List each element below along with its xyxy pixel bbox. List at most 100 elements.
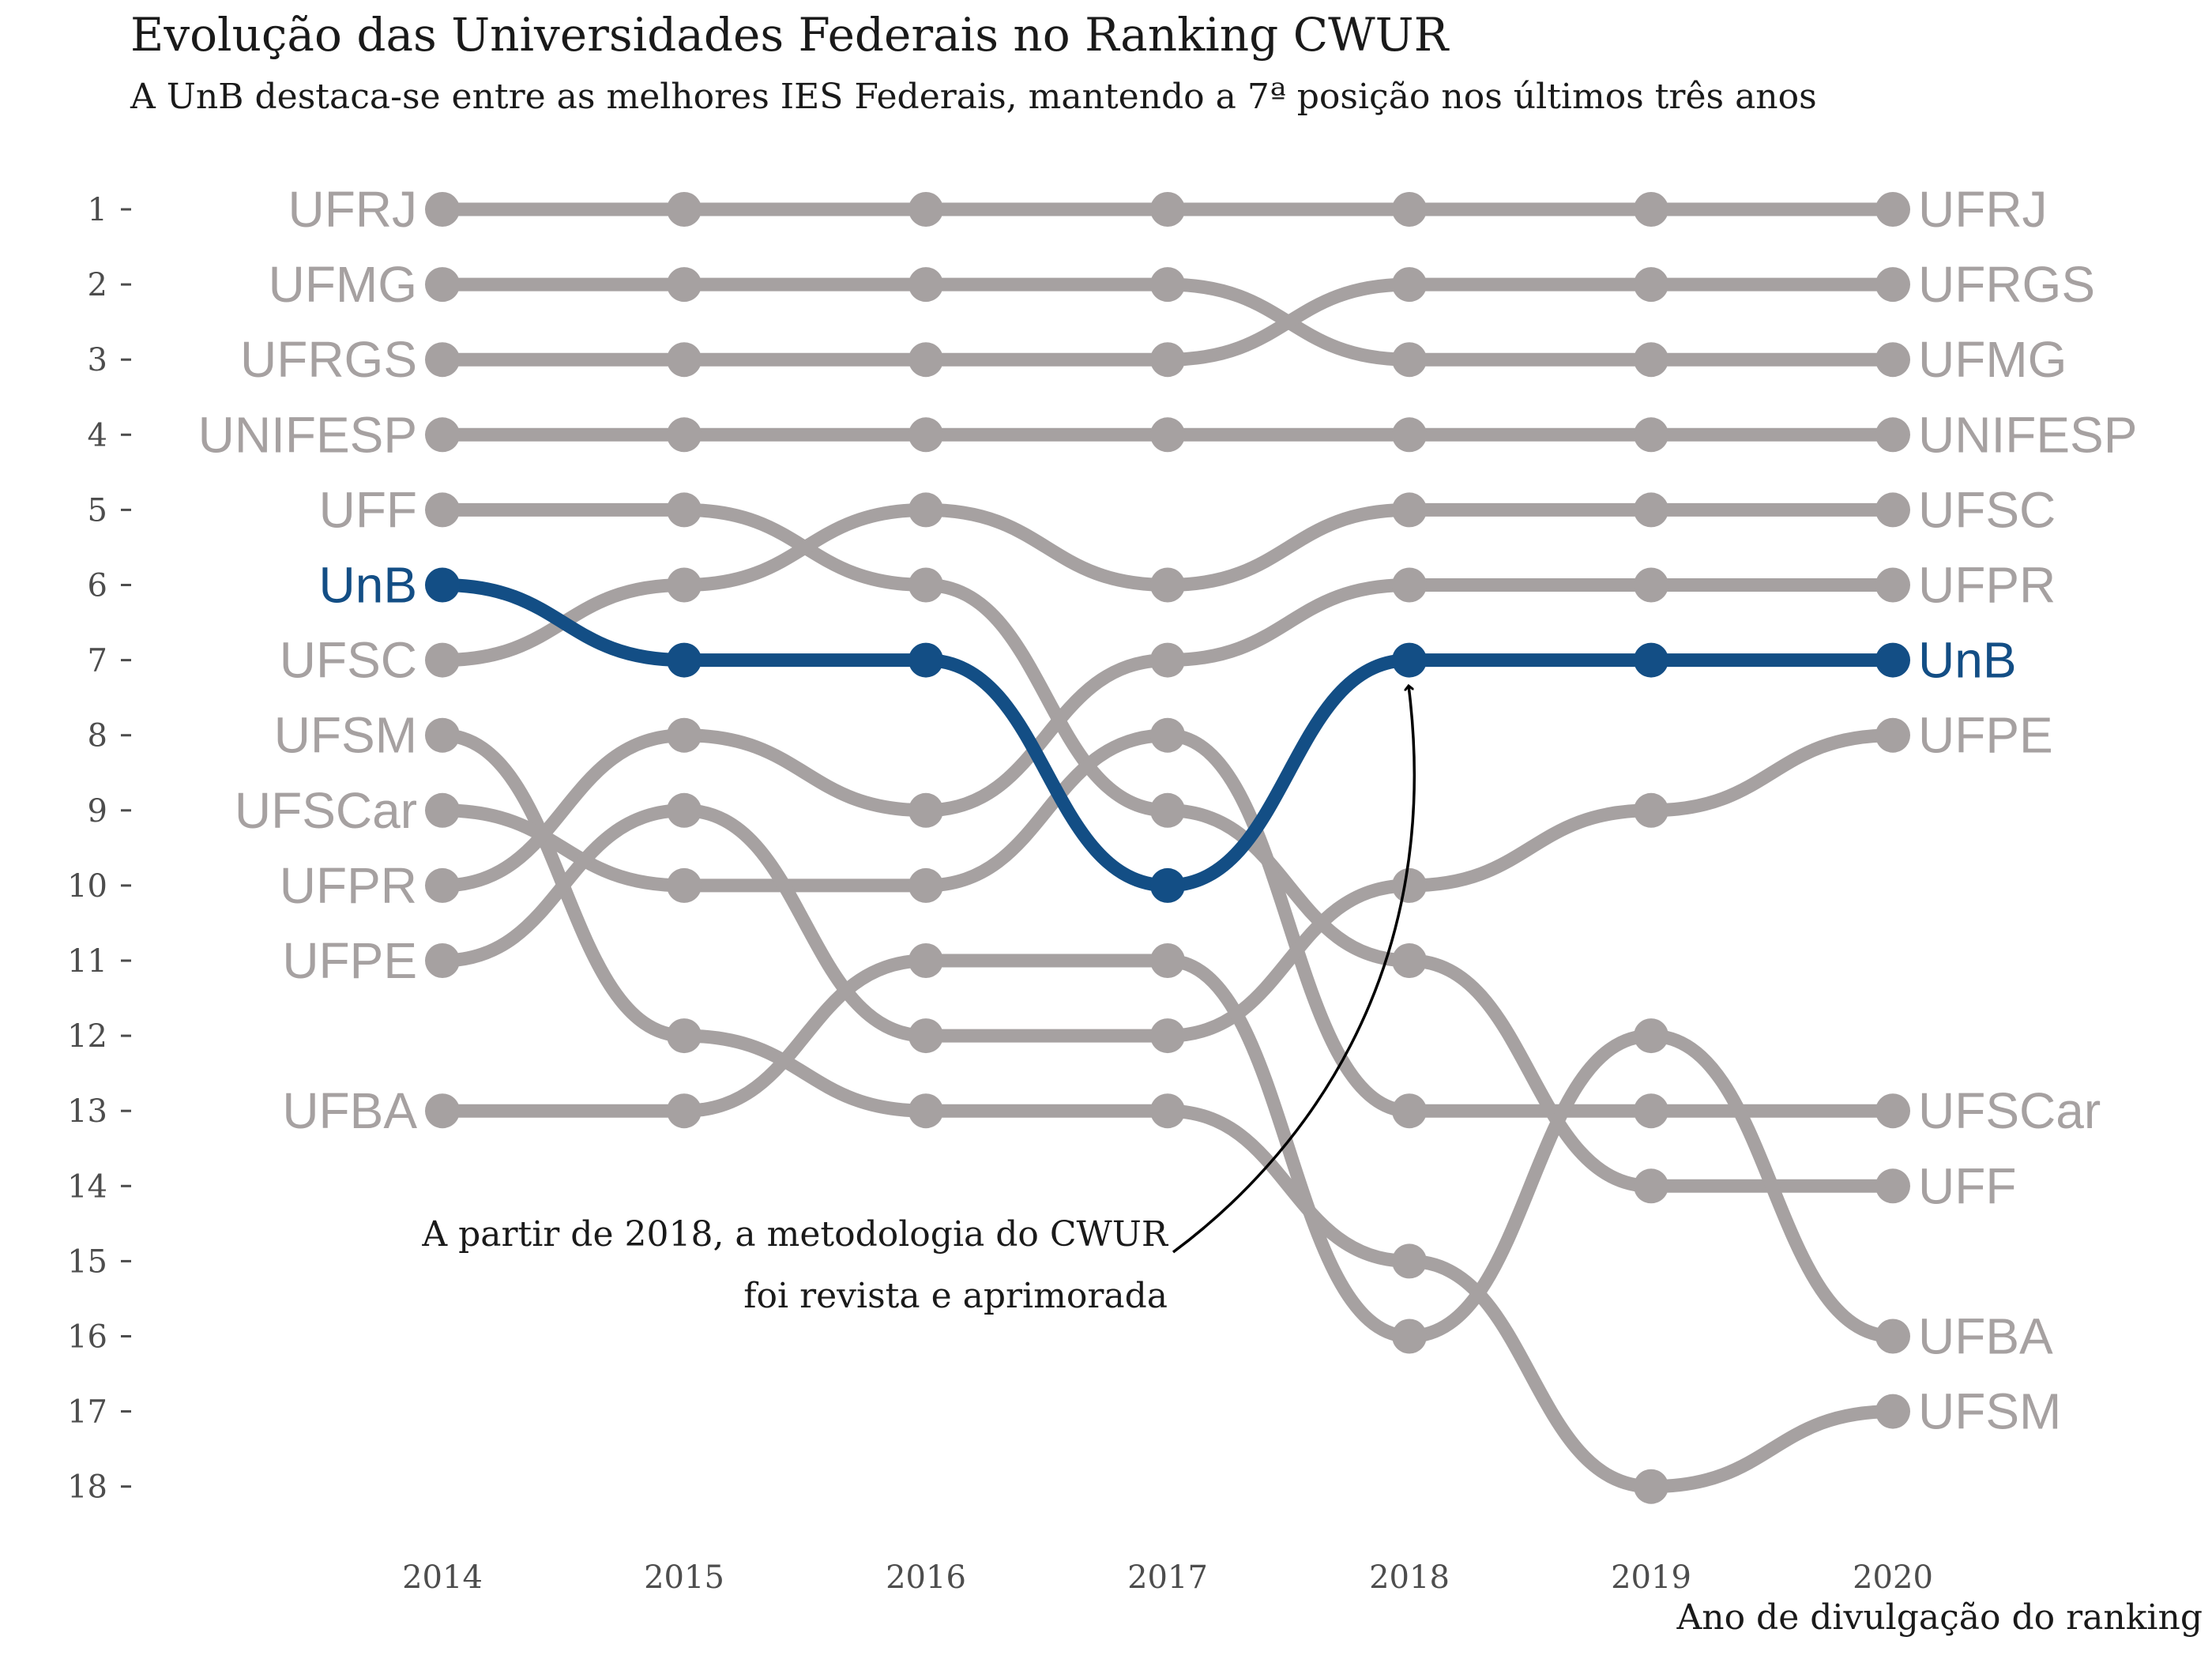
point-ufscar-2017 bbox=[1150, 717, 1185, 753]
point-ufsm-2020 bbox=[1875, 1394, 1910, 1429]
series-line-uff bbox=[435, 502, 1900, 1193]
point-ufmg-2016 bbox=[908, 267, 943, 303]
point-unb-2014 bbox=[425, 567, 460, 603]
point-ufsm-2017 bbox=[1150, 1093, 1185, 1129]
y-tick-label-9: 9 bbox=[88, 793, 107, 830]
point-uff-2016 bbox=[908, 567, 943, 603]
point-ufba-2020 bbox=[1875, 1319, 1910, 1354]
label-left-ufba: UFBA bbox=[282, 1082, 417, 1139]
label-left-unifesp: UNIFESP bbox=[198, 406, 417, 463]
x-tick-label-2019: 2019 bbox=[1611, 1559, 1691, 1596]
x-tick-label-2020: 2020 bbox=[1853, 1559, 1933, 1596]
label-left-ufmg: UFMG bbox=[269, 256, 417, 313]
point-ufsc-2020 bbox=[1875, 492, 1910, 528]
y-tick-label-12: 12 bbox=[67, 1018, 107, 1055]
label-right-ufrj: UFRJ bbox=[1918, 181, 2048, 238]
point-ufrj-2015 bbox=[667, 192, 702, 227]
label-left-ufpe: UFPE bbox=[282, 932, 417, 989]
point-ufpr-2019 bbox=[1634, 567, 1668, 603]
y-tick-label-17: 17 bbox=[67, 1394, 107, 1431]
annotation-line-2: foi revista e aprimorada bbox=[743, 1276, 1168, 1316]
label-left-ufsm: UFSM bbox=[274, 707, 417, 764]
point-ufmg-2015 bbox=[667, 267, 702, 303]
y-tick-label-13: 13 bbox=[67, 1093, 107, 1130]
point-ufrj-2016 bbox=[908, 192, 943, 227]
point-uff-2020 bbox=[1875, 1168, 1910, 1204]
y-tick-label-14: 14 bbox=[67, 1168, 107, 1205]
point-ufrgs-2015 bbox=[667, 342, 702, 378]
label-right-ufsc: UFSC bbox=[1918, 481, 2056, 538]
point-unb-2019 bbox=[1634, 642, 1668, 678]
x-tick-label-2015: 2015 bbox=[644, 1559, 724, 1596]
point-uff-2014 bbox=[425, 492, 460, 528]
point-ufpr-2014 bbox=[425, 867, 460, 903]
y-tick-label-15: 15 bbox=[67, 1243, 107, 1280]
point-ufsm-2019 bbox=[1634, 1469, 1668, 1504]
point-ufscar-2015 bbox=[667, 867, 702, 903]
chart-subtitle: A UnB destaca-se entre as melhores IES F… bbox=[130, 77, 1817, 117]
point-ufscar-2016 bbox=[908, 867, 943, 903]
point-ufsc-2014 bbox=[425, 642, 460, 678]
y-tick-label-6: 6 bbox=[88, 568, 107, 604]
point-unifesp-2014 bbox=[425, 417, 460, 453]
point-ufpr-2020 bbox=[1875, 567, 1910, 603]
point-uff-2019 bbox=[1634, 1168, 1668, 1204]
label-right-ufmg: UFMG bbox=[1918, 331, 2067, 388]
label-left-unb: UnB bbox=[319, 557, 418, 614]
point-ufmg-2017 bbox=[1150, 267, 1185, 303]
point-ufrgs-2018 bbox=[1392, 267, 1427, 303]
point-unifesp-2020 bbox=[1875, 417, 1910, 453]
point-ufpr-2016 bbox=[908, 792, 943, 828]
point-unb-2018 bbox=[1392, 642, 1427, 678]
y-tick-label-11: 11 bbox=[67, 943, 107, 980]
point-ufrj-2019 bbox=[1634, 192, 1668, 227]
point-unifesp-2018 bbox=[1392, 417, 1427, 453]
point-ufba-2016 bbox=[908, 943, 943, 978]
point-ufscar-2018 bbox=[1392, 1093, 1427, 1129]
y-tick-label-4: 4 bbox=[88, 417, 107, 453]
label-right-ufscar: UFSCar bbox=[1918, 1082, 2101, 1139]
x-tick-label-2018: 2018 bbox=[1369, 1559, 1450, 1596]
label-right-ufpr: UFPR bbox=[1918, 557, 2056, 614]
point-unifesp-2016 bbox=[908, 417, 943, 453]
series-line-ufba bbox=[435, 954, 1900, 1344]
point-uff-2015 bbox=[667, 492, 702, 528]
y-tick-label-5: 5 bbox=[88, 492, 107, 529]
point-ufpr-2018 bbox=[1392, 567, 1427, 603]
point-ufmg-2018 bbox=[1392, 342, 1427, 378]
label-right-ufsm: UFSM bbox=[1918, 1383, 2061, 1440]
point-ufsc-2016 bbox=[908, 492, 943, 528]
point-ufpe-2017 bbox=[1150, 1018, 1185, 1054]
point-ufba-2018 bbox=[1392, 1319, 1427, 1354]
x-axis-label: Ano de divulgação do ranking bbox=[1676, 1597, 2203, 1638]
point-uff-2018 bbox=[1392, 943, 1427, 978]
x-tick-label-2017: 2017 bbox=[1127, 1559, 1208, 1596]
point-ufsm-2018 bbox=[1392, 1243, 1427, 1279]
y-tick-label-3: 3 bbox=[88, 342, 107, 378]
x-tick-label-2014: 2014 bbox=[402, 1559, 483, 1596]
point-ufrgs-2017 bbox=[1150, 342, 1185, 378]
label-right-unifesp: UNIFESP bbox=[1918, 406, 2137, 463]
point-ufrj-2018 bbox=[1392, 192, 1427, 227]
point-ufpr-2017 bbox=[1150, 642, 1185, 678]
point-ufsm-2014 bbox=[425, 717, 460, 753]
point-unifesp-2015 bbox=[667, 417, 702, 453]
point-ufpe-2019 bbox=[1634, 792, 1668, 828]
label-left-ufrj: UFRJ bbox=[288, 181, 417, 238]
point-unifesp-2019 bbox=[1634, 417, 1668, 453]
annotation-line-1: A partir de 2018, a metodologia do CWUR bbox=[422, 1214, 1168, 1255]
y-tick-label-2: 2 bbox=[88, 267, 107, 303]
point-ufpe-2015 bbox=[667, 792, 702, 828]
point-ufrgs-2020 bbox=[1875, 267, 1910, 303]
point-ufrgs-2019 bbox=[1634, 267, 1668, 303]
series-line-ufpr bbox=[435, 577, 1900, 893]
y-tick-label-10: 10 bbox=[67, 868, 107, 905]
point-ufsm-2016 bbox=[908, 1093, 943, 1129]
point-ufpe-2020 bbox=[1875, 717, 1910, 753]
label-left-ufrgs: UFRGS bbox=[240, 331, 417, 388]
point-ufba-2019 bbox=[1634, 1018, 1668, 1054]
point-ufpe-2014 bbox=[425, 943, 460, 978]
point-ufpr-2015 bbox=[667, 717, 702, 753]
y-tick-label-8: 8 bbox=[88, 718, 107, 754]
